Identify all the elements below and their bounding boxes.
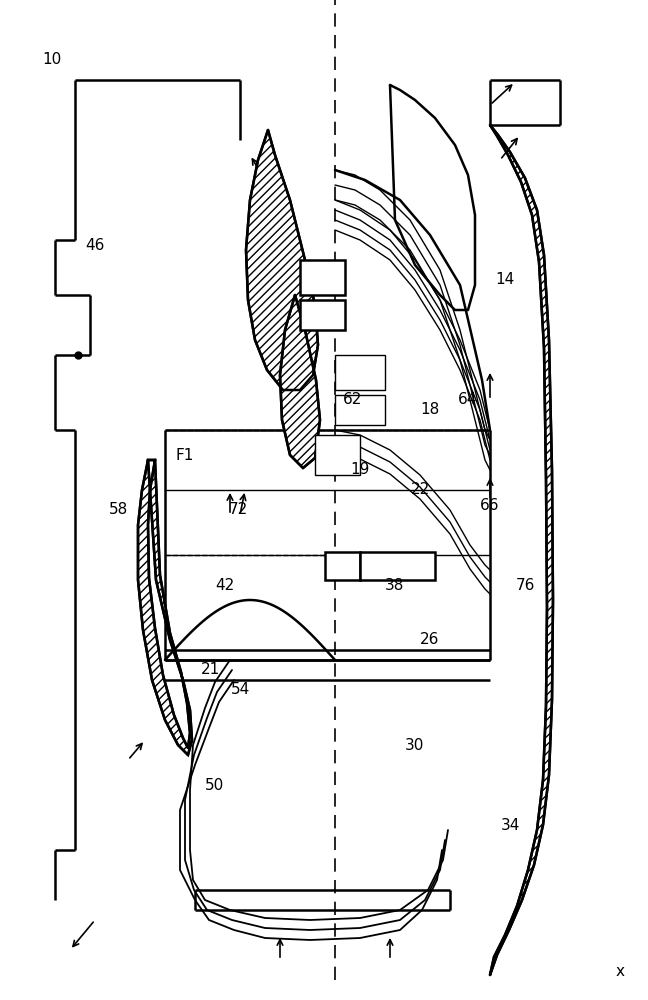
Text: 54: 54	[231, 682, 249, 698]
Text: 10: 10	[42, 52, 62, 68]
Text: 38: 38	[386, 578, 405, 592]
Polygon shape	[246, 130, 318, 390]
Text: 30: 30	[405, 738, 424, 752]
Bar	[335, 355, 385, 390]
Text: 62: 62	[343, 392, 363, 408]
Text: 64: 64	[458, 392, 478, 408]
Text: 72: 72	[228, 502, 248, 518]
Text: 19: 19	[351, 462, 370, 478]
Text: 22: 22	[410, 483, 430, 497]
Text: 76: 76	[515, 578, 535, 592]
Bar	[325, 552, 360, 580]
Text: 50: 50	[205, 778, 225, 792]
Text: 26: 26	[421, 633, 440, 648]
Text: 58: 58	[108, 502, 128, 518]
Text: 18: 18	[421, 402, 439, 418]
Text: 46: 46	[86, 237, 105, 252]
Text: 66: 66	[480, 497, 500, 512]
Bar	[300, 260, 345, 295]
Text: x: x	[616, 964, 625, 980]
Bar	[335, 395, 385, 425]
Text: 21: 21	[200, 662, 220, 678]
Bar	[300, 300, 345, 330]
Polygon shape	[490, 125, 553, 975]
Text: 42: 42	[215, 578, 235, 592]
Polygon shape	[280, 295, 320, 468]
Text: 34: 34	[500, 818, 520, 832]
Polygon shape	[138, 460, 192, 755]
Bar	[360, 552, 435, 580]
Text: 14: 14	[495, 272, 515, 288]
Bar	[315, 435, 360, 475]
Text: F1: F1	[176, 448, 194, 462]
